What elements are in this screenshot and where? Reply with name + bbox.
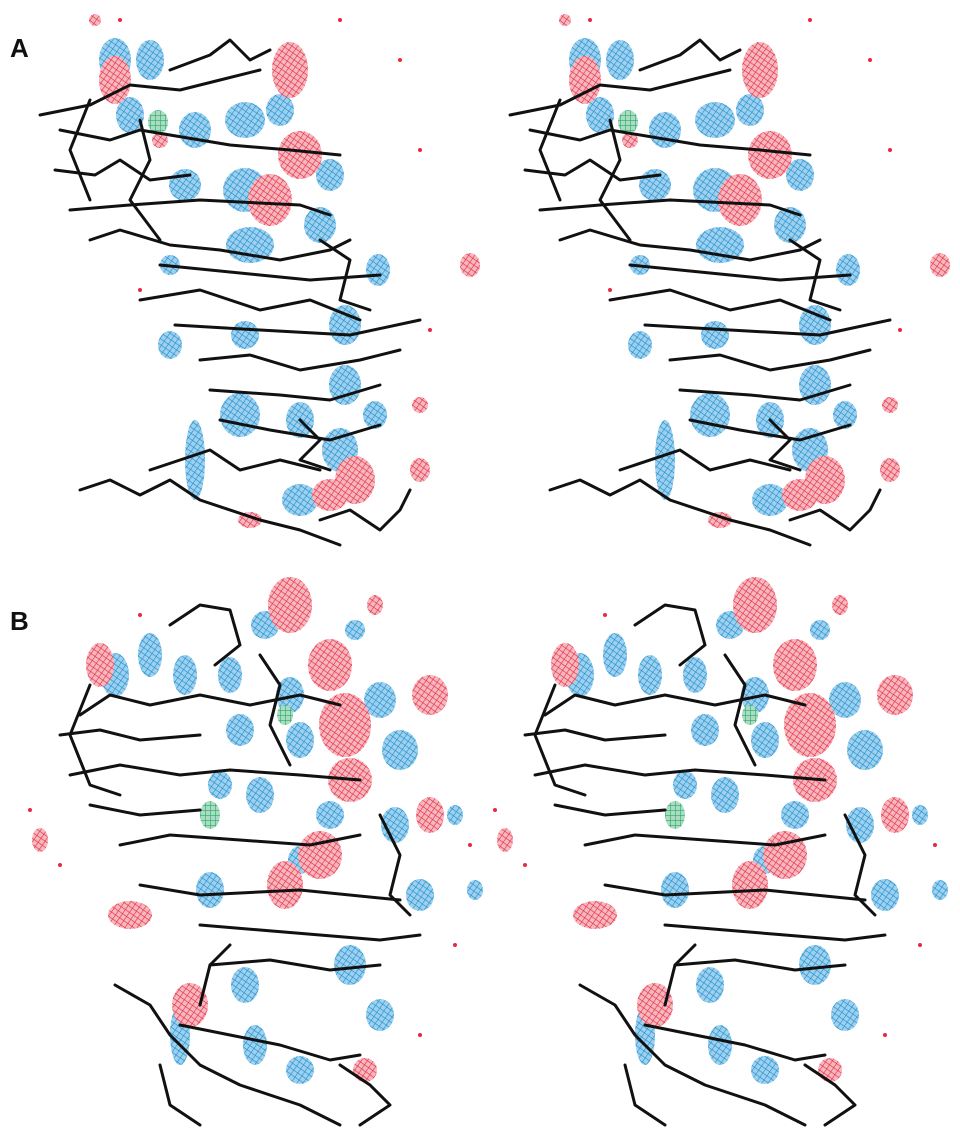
panel-b-images xyxy=(26,575,950,1127)
panel-a-images xyxy=(38,12,952,547)
panel-label: B xyxy=(10,606,29,636)
panel-label: A xyxy=(10,33,29,63)
